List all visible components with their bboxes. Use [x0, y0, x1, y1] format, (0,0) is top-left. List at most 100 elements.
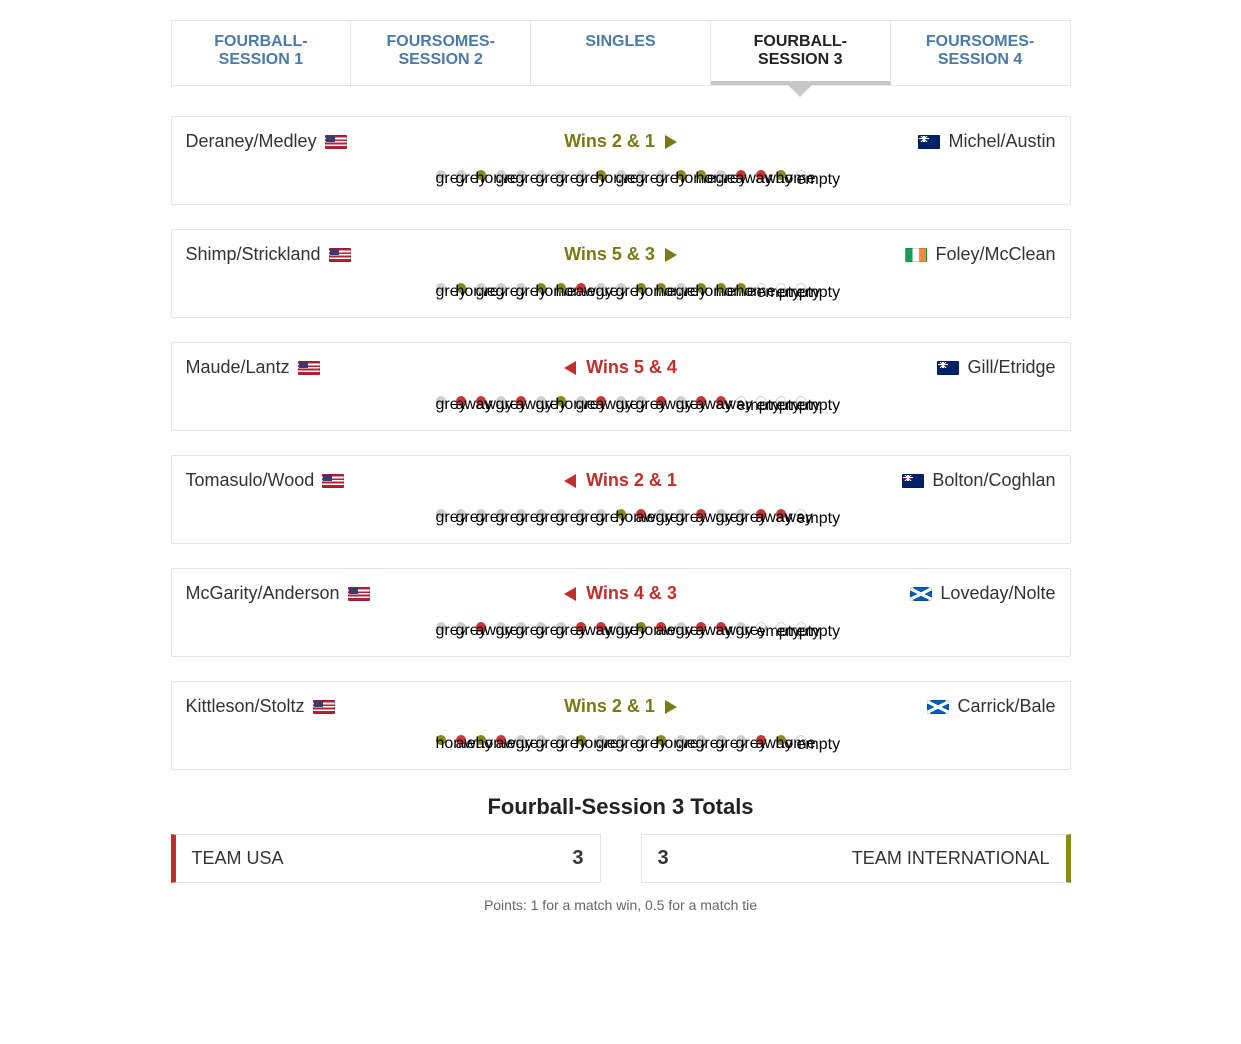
hole-dot-away: away	[696, 396, 706, 406]
arrow-right-icon	[665, 135, 677, 149]
hole-dot-home: home	[776, 735, 786, 745]
hole-dot-empty: empty	[796, 622, 806, 632]
match-result: Wins 4 & 3	[564, 583, 677, 604]
match-result: Wins 2 & 1	[564, 470, 677, 491]
hole-dot-away: away	[476, 396, 486, 406]
hole-dot-grey: grey	[516, 283, 526, 293]
match-card: McGarity/Anderson Wins 4 & 3 Loveday/Nolte…	[171, 568, 1071, 657]
home-team: Kittleson/Stoltz	[186, 696, 406, 717]
match-result-text: Wins 5 & 4	[586, 357, 677, 378]
away-team: Foley/McClean	[836, 244, 1056, 265]
hole-dot-grey: grey	[676, 509, 686, 519]
hole-dot-home: home	[676, 170, 686, 180]
hole-dot-home: home	[696, 170, 706, 180]
hole-dot-away: away	[716, 396, 726, 406]
hole-dot-empty: empty	[796, 509, 806, 519]
hole-dot-grey: grey	[616, 396, 626, 406]
hole-dot-home: home	[476, 735, 486, 745]
tab-session-3[interactable]: FOURBALL-SESSION 3	[711, 21, 891, 85]
hole-dot-grey: grey	[616, 622, 626, 632]
hole-dot-grey: grey	[436, 622, 446, 632]
session-tabs: FOURBALL-SESSION 1FOURSOMES-SESSION 2SIN…	[171, 20, 1071, 86]
hole-dot-grey: grey	[576, 170, 586, 180]
flag-irl-icon	[905, 248, 927, 262]
tab-session-1[interactable]: FOURSOMES-SESSION 2	[351, 21, 531, 85]
hole-dot-grey: grey	[496, 396, 506, 406]
arrow-right-icon	[665, 248, 677, 262]
hole-dot-away: away	[576, 283, 586, 293]
away-team-name: Loveday/Nolte	[940, 583, 1055, 604]
hole-dot-away: away	[496, 735, 506, 745]
hole-dot-grey: grey	[536, 396, 546, 406]
hole-dot-grey: grey	[516, 509, 526, 519]
flag-sco-icon	[910, 587, 932, 601]
away-team-name: Bolton/Coghlan	[932, 470, 1055, 491]
match-card: Deraney/MedleyWins 2 & 1Michel/Austingre…	[171, 116, 1071, 205]
hole-dot-grey: grey	[696, 735, 706, 745]
tab-session-2[interactable]: SINGLES	[531, 21, 711, 85]
match-result-text: Wins 2 & 1	[564, 696, 655, 717]
hole-dot-grey: grey	[536, 170, 546, 180]
away-team-name: Gill/Etridge	[967, 357, 1055, 378]
hole-dot-home: home	[576, 735, 586, 745]
home-team-name: Tomasulo/Wood	[186, 470, 315, 491]
home-team-name: McGarity/Anderson	[186, 583, 340, 604]
hole-dot-away: away	[456, 735, 466, 745]
hole-dot-home: home	[596, 170, 606, 180]
totals-row: TEAM USA 3 3 TEAM INTERNATIONAL	[171, 834, 1071, 883]
hole-dot-home: home	[636, 283, 646, 293]
hole-dot-grey: grey	[656, 509, 666, 519]
hole-dot-away: away	[696, 622, 706, 632]
hole-dot-grey: grey	[436, 283, 446, 293]
hole-dot-grey: grey	[516, 735, 526, 745]
hole-dot-away: away	[656, 396, 666, 406]
hole-dot-grey: grey	[496, 170, 506, 180]
hole-dot-away: away	[716, 622, 726, 632]
hole-dot-empty: empty	[736, 396, 746, 406]
hole-results: greygreygreygreygreygreygreygreygreyhome…	[186, 509, 1056, 519]
totals-away-label: TEAM INTERNATIONAL	[852, 848, 1050, 869]
hole-dot-grey: grey	[536, 509, 546, 519]
hole-dot-grey: grey	[636, 396, 646, 406]
match-result-text: Wins 4 & 3	[586, 583, 677, 604]
match-result: Wins 2 & 1	[564, 131, 677, 152]
flag-usa-icon	[313, 700, 335, 714]
home-team: Shimp/Strickland	[186, 244, 406, 265]
arrow-left-icon	[564, 587, 576, 601]
hole-dot-away: away	[696, 509, 706, 519]
hole-dot-grey: grey	[496, 622, 506, 632]
tab-session-0[interactable]: FOURBALL-SESSION 1	[172, 21, 352, 85]
hole-dot-away: away	[596, 396, 606, 406]
arrow-left-icon	[564, 361, 576, 375]
hole-dot-home: home	[456, 283, 466, 293]
hole-dot-grey: grey	[636, 170, 646, 180]
match-header: Deraney/MedleyWins 2 & 1Michel/Austin	[186, 131, 1056, 152]
hole-dot-home: home	[556, 396, 566, 406]
match-card: Shimp/Strickland Wins 5 & 3 Foley/McClean g…	[171, 229, 1071, 318]
away-team-name: Foley/McClean	[935, 244, 1055, 265]
hole-dot-grey: grey	[436, 509, 446, 519]
totals-footnote: Points: 1 for a match win, 0.5 for a mat…	[171, 897, 1071, 913]
hole-results: greygreyawaygreygreygreygreyawayawaygrey…	[186, 622, 1056, 632]
hole-dot-home: home	[776, 170, 786, 180]
hole-dot-grey: grey	[576, 509, 586, 519]
match-header: Maude/Lantz Wins 5 & 4 Gill/Etridge	[186, 357, 1056, 378]
hole-dot-home: home	[696, 283, 706, 293]
hole-dot-away: away	[516, 396, 526, 406]
flag-aus-icon	[918, 135, 940, 149]
hole-dot-grey: grey	[516, 622, 526, 632]
hole-dot-away: away	[596, 622, 606, 632]
match-result-text: Wins 2 & 1	[564, 131, 655, 152]
tab-session-4[interactable]: FOURSOMES-SESSION 4	[891, 21, 1070, 85]
home-team-name: Maude/Lantz	[186, 357, 290, 378]
hole-dot-home: home	[536, 283, 546, 293]
flag-usa-icon	[348, 587, 370, 601]
home-team: Maude/Lantz	[186, 357, 406, 378]
hole-dot-grey: grey	[736, 735, 746, 745]
home-team: Deraney/Medley	[186, 131, 406, 152]
hole-dot-grey: grey	[496, 283, 506, 293]
flag-usa-icon	[322, 474, 344, 488]
match-header: Shimp/Strickland Wins 5 & 3 Foley/McClean	[186, 244, 1056, 265]
hole-dot-grey: grey	[656, 170, 666, 180]
match-result-text: Wins 5 & 3	[564, 244, 655, 265]
